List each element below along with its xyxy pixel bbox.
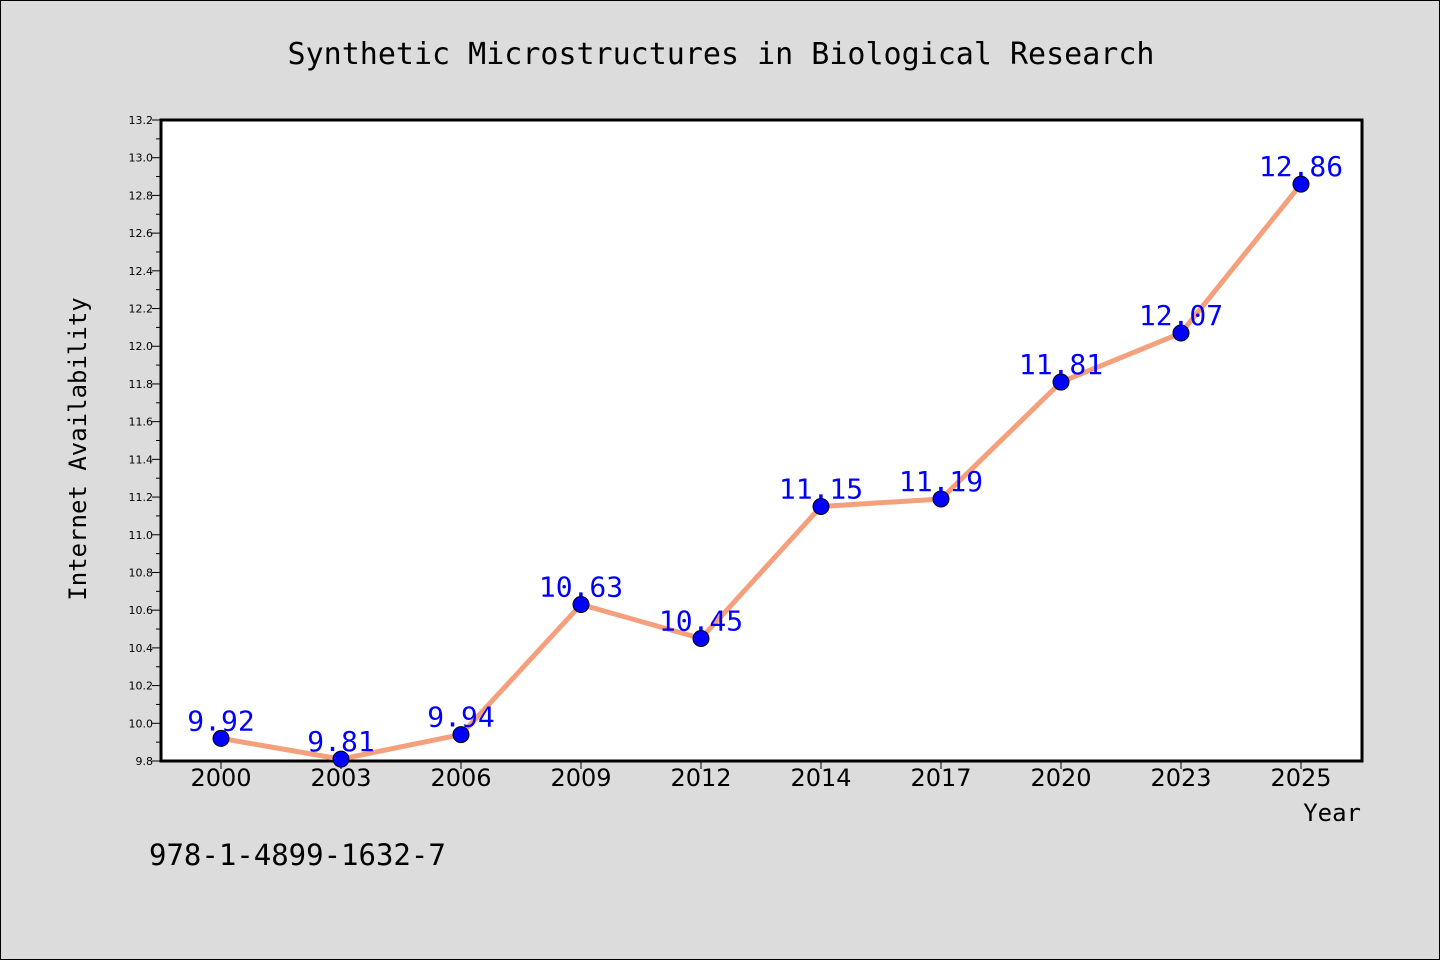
y-tick-label: 12.6 [129,227,154,240]
data-point [212,729,230,747]
plot-area [159,118,1364,763]
x-tick-label: 2012 [670,764,731,792]
y-axis-label: Internet Availability [64,297,92,600]
data-label: 12.86 [1259,150,1343,183]
data-label: 11.19 [899,465,983,498]
x-axis-label: Year [1303,799,1361,827]
data-point [572,596,590,614]
y-tick-label: 13.0 [129,152,154,165]
data-label: 9.92 [187,704,254,737]
y-tick-label: 11.2 [129,491,154,504]
data-label: 10.63 [539,571,623,604]
data-point [452,726,470,744]
x-tick-label: 2023 [1150,764,1211,792]
y-tick-label: 9.8 [136,755,154,768]
x-tick-label: 2006 [430,764,491,792]
y-tick-label: 12.8 [129,189,154,202]
data-points [212,175,1310,768]
x-tick-label: 2020 [1030,764,1091,792]
x-tick-label: 2017 [910,764,971,792]
data-point [812,497,830,515]
chart-title: Synthetic Microstructures in Biological … [288,37,1155,72]
y-tick-label: 12.0 [129,340,154,353]
y-tick-label: 10.0 [129,717,154,730]
data-point [1292,175,1310,193]
y-tick-label: 10.4 [129,642,154,655]
x-tick-label: 2014 [790,764,851,792]
x-ticks: 2000 2003 2006 2009 2012 2014 2017 2020 2023 2025 [190,761,1332,792]
y-tick-label: 13.2 [129,114,154,127]
y-tick-label: 11.4 [129,453,154,466]
data-label: 11.15 [779,472,863,505]
y-ticks: 9.8 10.0 10.2 10.4 10.6 10.8 11.0 11.2 11.4 11.6 1… [129,114,161,768]
data-label: 9.81 [307,725,374,758]
y-tick-label: 10.2 [129,680,154,693]
y-tick-label: 12.2 [129,303,154,316]
data-label: 9.94 [427,701,494,734]
y-tick-label: 11.6 [129,416,154,429]
data-point [1052,373,1070,391]
data-label: 11.81 [1019,348,1103,381]
data-label: 10.45 [659,604,743,637]
data-point [332,750,350,768]
x-tick-label: 2009 [550,764,611,792]
y-tick-label: 11.8 [129,378,154,391]
data-point [932,490,950,508]
y-tick-label: 11.0 [129,529,154,542]
series-line-group [218,181,1304,762]
x-tick-label: 2003 [310,764,371,792]
series-line [218,181,1304,762]
data-point [1172,324,1190,342]
y-tick-label: 10.8 [129,566,154,579]
y-tick-label: 12.4 [129,265,154,278]
x-tick-label: 2025 [1270,764,1331,792]
data-point [692,629,710,647]
footer-code: 978-1-4899-1632-7 [149,838,446,872]
x-tick-label: 2000 [190,764,251,792]
y-tick-label: 10.6 [129,604,154,617]
data-labels: 9.92 9.81 9.94 10.63 10.45 11.15 11.19 11.81 12.… [187,150,1343,758]
data-label: 12.07 [1139,299,1223,332]
